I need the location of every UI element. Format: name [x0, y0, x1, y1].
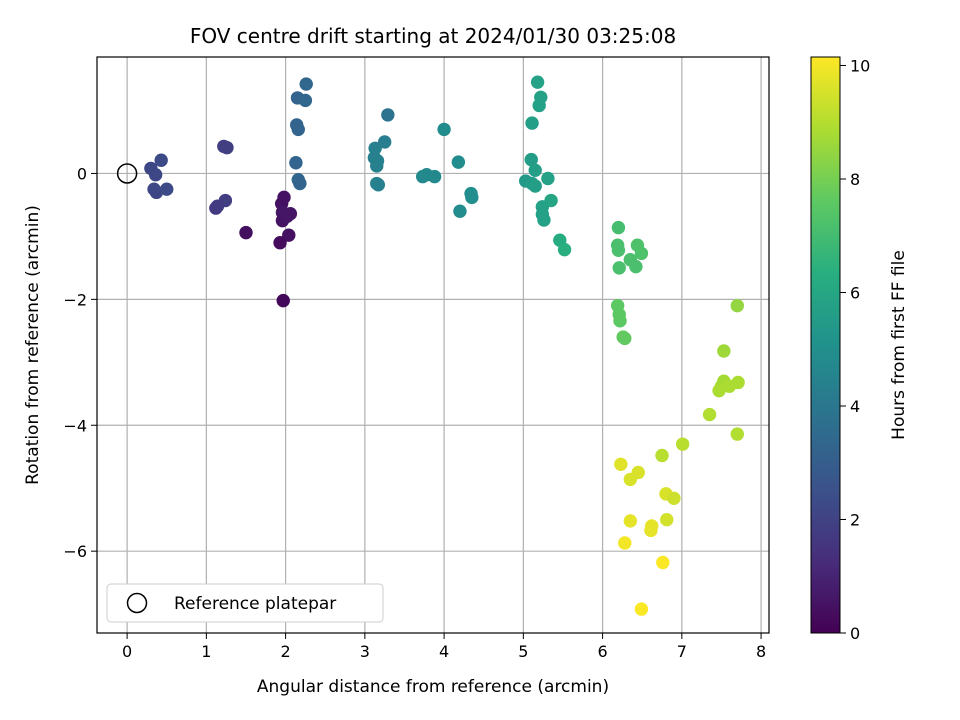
data-point [282, 228, 296, 242]
data-point [437, 122, 451, 137]
data-point [154, 153, 168, 167]
data-point [612, 261, 626, 275]
data-point [381, 108, 395, 122]
data-point [293, 176, 307, 191]
y-tick-label: −6 [63, 542, 87, 561]
colorbar: 0 2 4 6 8 10 Hours from first FF file [810, 56, 909, 643]
data-point [291, 122, 305, 137]
data-point [530, 75, 545, 89]
data-point [730, 427, 745, 441]
data-point [611, 243, 626, 257]
data-points [144, 75, 745, 616]
data-point [655, 448, 669, 463]
data-point [370, 159, 384, 173]
data-point [731, 375, 745, 390]
y-tick-label: −2 [63, 290, 87, 309]
data-point [634, 602, 649, 616]
y-tick-label: −4 [63, 416, 87, 435]
data-point [634, 246, 649, 261]
x-axis-label: Angular distance from reference (arcmin) [257, 677, 609, 697]
data-point [528, 163, 542, 178]
data-point [702, 407, 717, 422]
x-axis-ticks: 0 1 2 3 4 5 6 7 8 [122, 633, 766, 661]
y-tick-label: 0 [77, 164, 87, 183]
data-point [377, 135, 392, 149]
data-point [675, 437, 690, 451]
x-tick-label: 6 [597, 642, 607, 661]
x-tick-label: 1 [201, 642, 211, 661]
y-axis-ticks: −6 −4 −2 0 [63, 164, 97, 561]
data-point [660, 512, 674, 527]
data-point [525, 116, 539, 130]
colorbar-ticks: 0 2 4 6 8 10 [840, 57, 870, 643]
data-point [239, 225, 253, 240]
data-point [614, 457, 628, 471]
data-point [298, 93, 313, 108]
data-point [453, 204, 467, 218]
data-point [148, 168, 163, 182]
legend-marker [126, 592, 148, 614]
data-point [618, 331, 632, 346]
data-point [644, 523, 658, 538]
data-point [618, 536, 632, 550]
x-tick-label: 0 [122, 642, 132, 661]
x-tick-label: 7 [677, 642, 687, 661]
colorbar-tick-label: 4 [850, 397, 860, 416]
x-tick-label: 3 [360, 642, 370, 661]
reference-platepar-marker [116, 163, 138, 184]
data-point [730, 298, 745, 313]
colorbar-label: Hours from first FF file [889, 250, 909, 440]
data-point [611, 220, 626, 235]
data-point [524, 152, 538, 167]
data-point [623, 472, 638, 487]
data-point [613, 314, 627, 328]
data-point [299, 77, 313, 91]
data-point [629, 259, 643, 274]
colorbar-tick-label: 6 [850, 284, 860, 303]
legend-label: Reference platepar [174, 594, 336, 614]
data-point [465, 190, 479, 205]
data-point [283, 207, 298, 221]
plot-frame [96, 56, 770, 634]
data-point [557, 242, 572, 257]
data-point [656, 555, 670, 570]
x-tick-label: 5 [518, 642, 528, 661]
data-point [451, 155, 466, 169]
data-point [541, 171, 555, 186]
data-point [276, 293, 290, 308]
data-point [209, 201, 223, 215]
grid-lines [97, 57, 769, 633]
x-tick-label: 8 [756, 642, 766, 661]
colorbar-tick-label: 10 [850, 57, 870, 76]
legend-box [106, 583, 384, 623]
data-point [427, 169, 442, 184]
y-axis-label: Rotation from reference (arcmin) [23, 205, 43, 485]
x-tick-label: 4 [439, 642, 449, 661]
colorbar-tick-label: 2 [850, 511, 860, 530]
x-tick-label: 2 [281, 642, 291, 661]
legend: Reference platepar [106, 583, 384, 623]
data-point [532, 98, 546, 113]
data-point [717, 344, 731, 358]
data-point [528, 179, 542, 193]
data-point [220, 140, 234, 155]
data-point [667, 491, 681, 505]
data-point [712, 383, 726, 398]
data-point [273, 236, 287, 250]
data-point [623, 514, 638, 528]
colorbar-tick-label: 0 [850, 624, 860, 643]
data-point [149, 185, 164, 200]
data-point [371, 178, 386, 192]
chart-title: FOV centre drift starting at 2024/01/30 … [190, 24, 676, 48]
colorbar-tick-label: 8 [850, 170, 860, 189]
data-point [537, 213, 551, 227]
data-point [289, 156, 303, 170]
colorbar-gradient [810, 56, 841, 634]
data-point [160, 182, 174, 196]
